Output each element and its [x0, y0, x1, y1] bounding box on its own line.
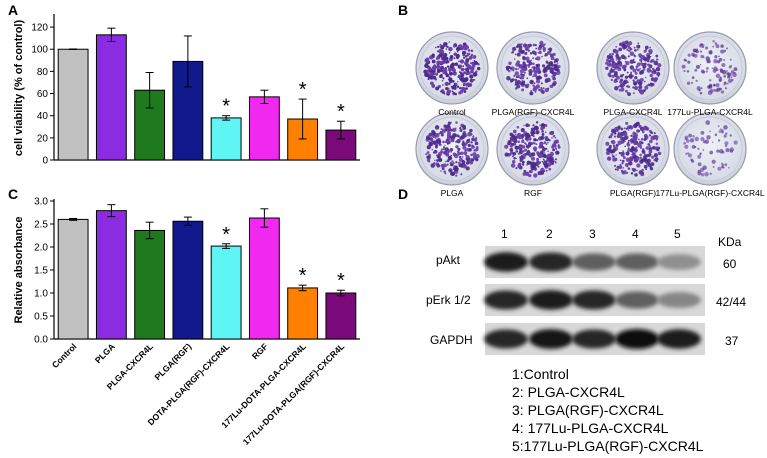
chart-a-y-tick-label: 80 [37, 67, 49, 78]
chart-c-y-tick-label: 1.0 [34, 289, 48, 300]
chart-c-category-label: PLGA(RGF) [152, 341, 193, 382]
chart-a-cell-viability: 0 20 40 60 80 100 120 cell viability (% of cont… [13, 14, 360, 167]
chart-c-category-label: PLGA [93, 341, 117, 365]
chart-c-bar [134, 229, 166, 340]
blot-band [615, 291, 659, 309]
chart-c-y-tick-label: 3.0 [34, 197, 48, 208]
blot-band [657, 329, 701, 349]
chart-c-bar [172, 220, 204, 340]
lane-legend-4: 4: 177Lu-PLGA-CXCR4L [512, 420, 669, 436]
row-label-pakt: pAkt [436, 253, 461, 267]
colony-dish [496, 112, 570, 186]
colony-dish [596, 112, 670, 186]
lane-number-1: 1 [501, 227, 508, 241]
chart-a-y-tick-label: 100 [31, 45, 48, 56]
panel-letter-b: B [398, 2, 409, 18]
blot-band [657, 254, 701, 270]
chart-a-y-tick-label: 20 [37, 133, 49, 144]
chart-c-relative-absorbance: 0.0 0.5 1.0 1.5 2.0 2.5 3.0 Relative absorbance… [13, 197, 360, 447]
chart-c-y-tick-label: 1.5 [34, 266, 48, 277]
colony-dish [415, 112, 489, 186]
chart-a-y-axis-label: cell viability (% of control) [13, 20, 25, 157]
lane-number-4: 4 [632, 227, 639, 241]
dish-label: PLGA(RGF) [609, 188, 657, 198]
panel-letter-a: A [8, 2, 19, 18]
chart-c-y-tick-label: 2.5 [34, 220, 48, 231]
lane-number-2: 2 [546, 227, 553, 241]
chart-a-y-tick-label: 120 [31, 23, 48, 34]
chart-a-bar [210, 117, 242, 161]
blot-band [529, 329, 573, 349]
dish-label: RGF [524, 188, 542, 198]
chart-a-significance-star: * [222, 96, 230, 118]
dish-label: PLGA [440, 188, 464, 198]
lane-legend-3: 3: PLGA(RGF)-CXCR4L [512, 402, 664, 418]
lane-legend-1: 1:Control [512, 366, 569, 382]
blot-band [657, 291, 701, 309]
lane-legend-2: 2: PLGA-CXCR4L [512, 384, 625, 400]
dish-label: PLGA-CXCR4L [603, 107, 663, 117]
panel-letter-c: C [8, 186, 19, 202]
chart-c-bar [248, 217, 280, 340]
dish-label: 177Lu-PLGA-CXCR4L [667, 107, 753, 117]
chart-c-y-axis-label: Relative absorbance [13, 217, 25, 324]
blot-band [615, 253, 659, 271]
row-label-perk: pErk 1/2 [426, 293, 471, 307]
chart-c-significance-star: * [299, 265, 307, 287]
lane-number-3: 3 [589, 227, 596, 241]
colony-dish [496, 31, 570, 105]
chart-c-category-label: RGF [250, 341, 270, 361]
kda-perk: 42/44 [716, 295, 747, 309]
colony-dishes [415, 31, 747, 186]
chart-c-bar [325, 292, 357, 340]
chart-c-category-label: DOTA-PLGA(RGF)-CXCR4L [146, 341, 232, 427]
chart-a-significance-star: * [299, 79, 307, 101]
blot-band [484, 252, 528, 272]
chart-c-y-tick-label: 2.0 [34, 243, 48, 254]
row-label-gapdh: GAPDH [430, 333, 473, 347]
lane-number-5: 5 [674, 227, 681, 241]
blot-band [484, 329, 528, 349]
chart-a-y-tick-label: 60 [37, 89, 49, 100]
chart-a-bar [57, 48, 89, 161]
chart-c-bar [210, 245, 242, 340]
colony-dish [673, 112, 747, 186]
blot-band [572, 290, 616, 310]
blot-band [572, 329, 616, 349]
chart-c-significance-star: * [337, 270, 345, 292]
blot-band [529, 290, 573, 310]
kda-pakt: 60 [723, 257, 737, 271]
dish-label: Control [438, 107, 466, 117]
chart-c-bar [95, 210, 127, 340]
chart-c-bar [287, 287, 319, 340]
kda-gapdh: 37 [725, 334, 739, 348]
blot-band [615, 329, 659, 349]
chart-c-significance-star: * [222, 224, 230, 246]
dish-label: 177Lu-PLGA(RGF)-CXCR4L [655, 188, 765, 198]
blot-band [572, 253, 616, 271]
colony-dish [415, 31, 489, 105]
chart-a-y-tick-label: 40 [37, 111, 49, 122]
chart-a-bar [95, 34, 127, 161]
colony-dish [596, 31, 670, 105]
lane-legend-5: 5:177Lu-PLGA(RGF)-CXCR4L [512, 438, 704, 454]
chart-a-significance-star: * [337, 101, 345, 123]
panel-letter-d: D [398, 186, 409, 202]
kda-unit-label: KDa [718, 235, 742, 249]
western-blot [484, 246, 705, 355]
chart-c-y-tick-label: 0.0 [34, 335, 48, 346]
colony-dish [673, 31, 747, 105]
blot-band [529, 252, 573, 272]
blot-band [484, 290, 528, 310]
chart-c-category-label: Control [50, 341, 79, 370]
chart-a-y-tick-label: 0 [42, 156, 48, 167]
dish-label: PLGA(RGF)-CXCR4L [491, 107, 575, 117]
chart-c-bar [57, 218, 89, 340]
chart-a-bar [248, 96, 280, 161]
chart-c-y-tick-label: 0.5 [34, 312, 48, 323]
